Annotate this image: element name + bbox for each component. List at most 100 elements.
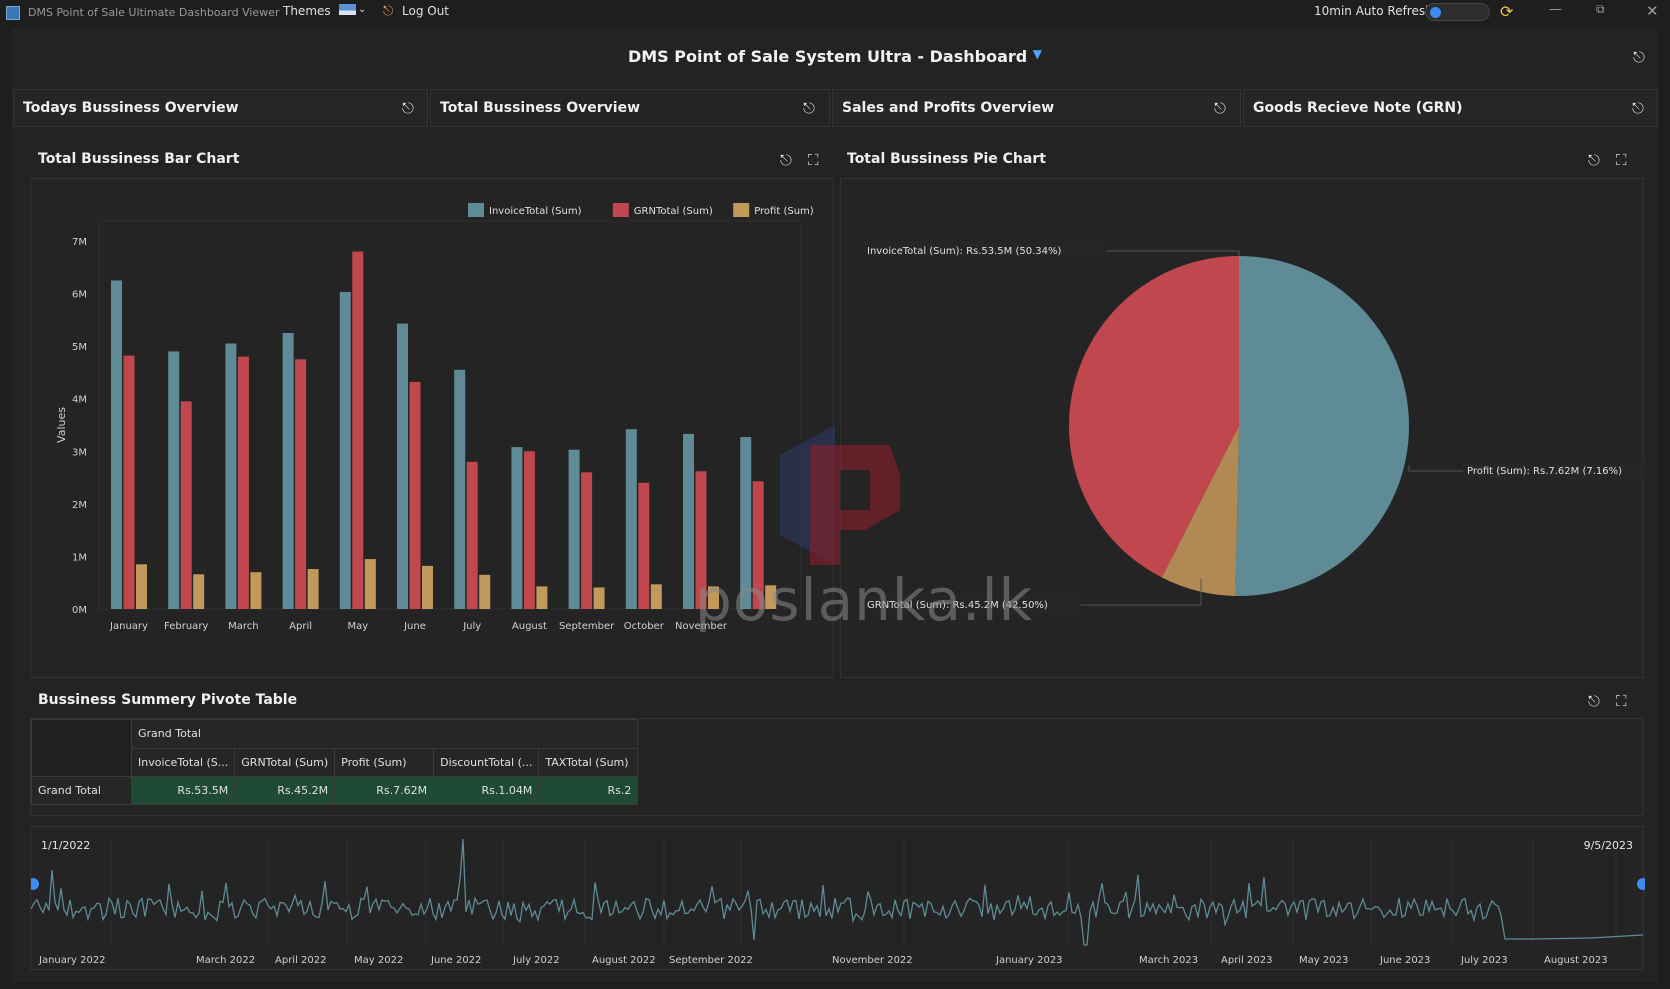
pie-label: InvoiceTotal (Sum): Rs.53.5M (50.34%) bbox=[867, 246, 1062, 257]
pivot-col-header[interactable]: Profit (Sum) bbox=[334, 747, 435, 777]
pivot-col-header[interactable]: GRNTotal (Sum) bbox=[234, 747, 336, 777]
plot-area bbox=[98, 220, 802, 610]
export-icon[interactable]: ⎋ bbox=[402, 99, 414, 117]
bar[interactable] bbox=[123, 355, 135, 609]
bar[interactable] bbox=[638, 482, 650, 609]
pie-label-bg bbox=[863, 595, 1081, 613]
legend-entry[interactable]: GRNTotal (Sum) bbox=[634, 206, 713, 217]
pie-slice[interactable] bbox=[1161, 426, 1239, 596]
export-icon[interactable]: ⎋ bbox=[1632, 99, 1644, 117]
refresh-icon[interactable]: ⟳ bbox=[1500, 2, 1514, 21]
pivot-title: Bussiness Summery Pivote Table bbox=[38, 692, 298, 708]
bar[interactable] bbox=[454, 369, 466, 609]
pivot-cell[interactable]: Rs.53.5M bbox=[130, 776, 236, 805]
pivot-col-header[interactable]: InvoiceTotal (S... bbox=[130, 747, 236, 777]
pivot-cell[interactable]: Rs.2 bbox=[538, 776, 639, 805]
dashboard-export-icon[interactable]: ⎋ bbox=[1633, 48, 1645, 66]
bar[interactable] bbox=[409, 381, 421, 609]
pie-slice[interactable] bbox=[1069, 256, 1239, 578]
tab-todays-overview[interactable]: Todays Bussiness Overview ⎋ bbox=[13, 89, 428, 127]
x-tick-label: October bbox=[624, 621, 665, 632]
range-handle-end[interactable] bbox=[1637, 878, 1649, 890]
bar[interactable] bbox=[136, 564, 147, 609]
bar[interactable] bbox=[307, 569, 319, 609]
y-tick-label: 6M bbox=[72, 290, 87, 301]
x-tick-label: April 2022 bbox=[275, 955, 326, 966]
bar[interactable] bbox=[237, 356, 249, 609]
bar[interactable] bbox=[466, 461, 478, 609]
tab-total-overview[interactable]: Total Bussiness Overview ⎋ bbox=[430, 89, 830, 127]
pivot-corner bbox=[31, 719, 132, 777]
pivot-cell[interactable]: Rs.45.2M bbox=[234, 776, 336, 805]
bar[interactable] bbox=[511, 447, 523, 609]
pivot-row-header[interactable]: Grand Total bbox=[31, 776, 132, 805]
tab-sales-profits[interactable]: Sales and Profits Overview ⎋ bbox=[832, 89, 1241, 127]
legend-entry[interactable]: InvoiceTotal (Sum) bbox=[489, 206, 582, 217]
bar[interactable] bbox=[193, 574, 205, 609]
pie-maximize-icon[interactable]: ⛶ bbox=[1616, 151, 1627, 169]
pivot-export-icon[interactable]: ⎋ bbox=[1588, 692, 1600, 710]
bar[interactable] bbox=[650, 584, 662, 609]
filter-icon[interactable]: ▼ bbox=[1032, 47, 1043, 61]
legend-swatch bbox=[733, 203, 750, 217]
bar-maximize-icon[interactable]: ⛶ bbox=[808, 151, 819, 169]
export-icon[interactable]: ⎋ bbox=[1214, 99, 1226, 117]
range-end-label: 9/5/2023 bbox=[1583, 839, 1633, 852]
bar[interactable] bbox=[523, 451, 535, 609]
bar[interactable] bbox=[568, 449, 580, 609]
bar[interactable] bbox=[352, 251, 364, 609]
bar[interactable] bbox=[625, 429, 637, 609]
minimize-icon[interactable]: — bbox=[1549, 2, 1562, 17]
pie-label: GRNTotal (Sum): Rs.45.2M (42.50%) bbox=[867, 600, 1048, 611]
range-selector[interactable]: January 2022 March 2022 April 2022 May 2022… bbox=[27, 826, 1649, 970]
auto-refresh-toggle[interactable] bbox=[1425, 3, 1490, 21]
bar[interactable] bbox=[168, 351, 180, 609]
close-icon[interactable]: ✕ bbox=[1646, 2, 1659, 20]
bar[interactable] bbox=[708, 586, 719, 609]
bar[interactable] bbox=[111, 280, 122, 609]
bar[interactable] bbox=[422, 565, 433, 609]
auto-refresh-label: 10min Auto Refresh bbox=[1314, 4, 1433, 18]
tab-grn[interactable]: Goods Recieve Note (GRN) ⎋ bbox=[1243, 89, 1658, 127]
logout-button[interactable]: Log Out bbox=[402, 4, 450, 18]
bar[interactable] bbox=[250, 572, 262, 609]
bar[interactable] bbox=[295, 359, 307, 609]
pie-export-icon[interactable]: ⎋ bbox=[1588, 151, 1600, 169]
logout-icon[interactable]: ⎋ bbox=[383, 4, 394, 19]
range-handle-start[interactable] bbox=[27, 878, 39, 890]
bar[interactable] bbox=[397, 323, 408, 609]
pie-slice[interactable] bbox=[1235, 256, 1409, 596]
bar[interactable] bbox=[581, 472, 593, 609]
export-icon[interactable]: ⎋ bbox=[803, 99, 815, 117]
bar[interactable] bbox=[765, 585, 777, 609]
themes-menu[interactable]: Themes bbox=[283, 4, 331, 18]
bar[interactable] bbox=[683, 433, 694, 609]
legend-entry[interactable]: Profit (Sum) bbox=[754, 206, 814, 217]
range-chart: January 2022 March 2022 April 2022 May 2022… bbox=[27, 837, 1649, 966]
pivot-cell[interactable]: Rs.1.04M bbox=[433, 776, 540, 805]
bar[interactable] bbox=[339, 291, 351, 609]
bar[interactable] bbox=[225, 343, 237, 609]
pie-chart: InvoiceTotal (Sum): Rs.53.5M (50.34%) Pro… bbox=[863, 241, 1662, 613]
bar[interactable] bbox=[479, 574, 491, 609]
x-tick-label: June bbox=[403, 621, 426, 632]
bar[interactable] bbox=[593, 587, 605, 609]
bar-chart-title: Total Bussiness Bar Chart bbox=[38, 151, 240, 167]
theme-flag-icon[interactable] bbox=[339, 4, 356, 15]
bar-export-icon[interactable]: ⎋ bbox=[780, 151, 792, 169]
restore-icon[interactable]: ⧉ bbox=[1596, 2, 1605, 16]
bar[interactable] bbox=[282, 333, 294, 609]
pivot-col-header[interactable]: TAXTotal (Sum) bbox=[538, 747, 639, 777]
tab-label: Total Bussiness Overview bbox=[440, 100, 641, 116]
chevron-down-icon[interactable]: ⌄ bbox=[358, 4, 367, 15]
bar[interactable] bbox=[536, 586, 548, 609]
bar[interactable] bbox=[740, 437, 752, 609]
bar[interactable] bbox=[752, 481, 764, 609]
pivot-col-header[interactable]: DiscountTotal (... bbox=[433, 747, 540, 777]
x-tick-label: May 2023 bbox=[1299, 955, 1348, 966]
bar[interactable] bbox=[180, 401, 192, 609]
pivot-cell[interactable]: Rs.7.62M bbox=[334, 776, 435, 805]
pivot-maximize-icon[interactable]: ⛶ bbox=[1616, 692, 1627, 710]
bar[interactable] bbox=[364, 559, 376, 609]
bar[interactable] bbox=[695, 471, 707, 609]
